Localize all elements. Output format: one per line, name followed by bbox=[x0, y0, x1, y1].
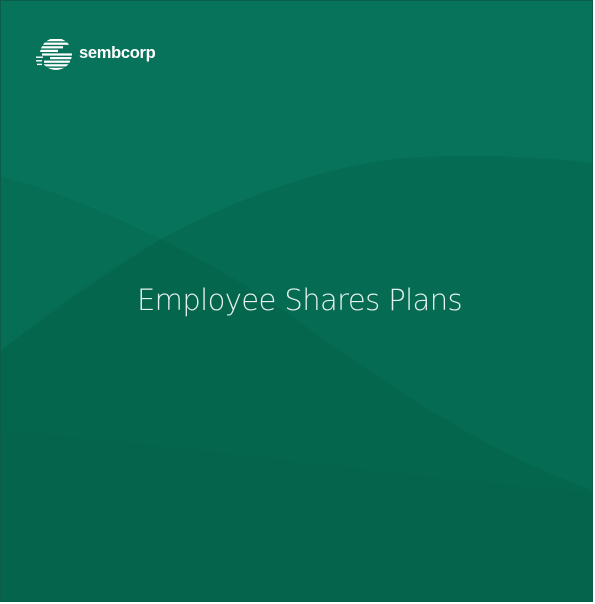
brand-name: sembcorp bbox=[79, 43, 156, 62]
cover-title: Employee Shares Plans bbox=[136, 283, 463, 317]
sembcorp-logo: sembcorp bbox=[36, 36, 156, 72]
sembcorp-logo-icon bbox=[36, 39, 72, 70]
